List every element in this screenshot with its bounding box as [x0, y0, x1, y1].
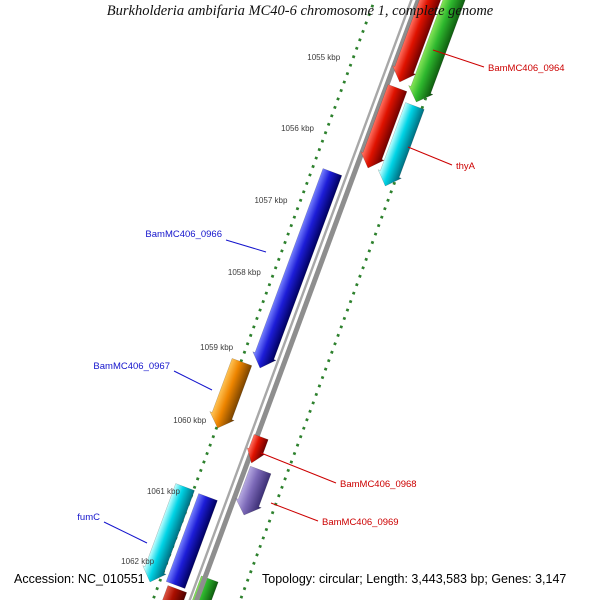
gene-label-BamMC406_0964[interactable]: BamMC406_0964 — [488, 63, 565, 74]
ruler-tick-label: 1059 kbp — [200, 343, 233, 352]
gene-leader-BamMC406_0967 — [173, 370, 213, 391]
gene-label-BamMC406_0966[interactable]: BamMC406_0966 — [145, 229, 222, 240]
genome-backbone — [188, 0, 413, 600]
genome-backbone — [193, 0, 421, 600]
gene-leader-BamMC406_0966 — [225, 239, 267, 253]
ruler-tick-label: 1056 kbp — [281, 124, 314, 133]
ruler-tick-label: 1062 kbp — [121, 557, 154, 566]
gene-arrow-BamMC406_0969[interactable] — [235, 465, 272, 516]
ruler-tick-label: 1061 kbp — [147, 487, 180, 496]
gene-leader-fumC — [103, 521, 148, 544]
gene-label-thyA[interactable]: thyA — [456, 161, 476, 172]
gene-arrow-cds-c[interactable] — [165, 493, 218, 589]
gene-label-BamMC406_0969[interactable]: BamMC406_0969 — [322, 517, 399, 528]
gene-label-BamMC406_0968[interactable]: BamMC406_0968 — [340, 479, 417, 490]
ruler-tick-label: 1058 kbp — [228, 268, 261, 277]
accession-text: Accession: NC_010551 — [14, 572, 145, 586]
gene-leader-BamMC406_0968 — [260, 452, 337, 484]
topology-text: Topology: circular; Length: 3,443,583 bp… — [262, 572, 567, 586]
gene-leader-BamMC406_0964 — [432, 49, 485, 68]
gene-arrow-BamMC406_0966[interactable] — [252, 168, 343, 369]
gene-arrow-BamMC406_0967[interactable] — [209, 358, 253, 429]
gene-leader-BamMC406_0969 — [270, 502, 319, 522]
gene-leader-thyA — [407, 146, 453, 166]
ruler-tick-label: 1057 kbp — [254, 196, 287, 205]
gene-arrow-cds-b[interactable] — [360, 84, 408, 169]
gene-arrow-fumC[interactable] — [142, 483, 195, 583]
gene-arrow-thyA[interactable] — [377, 102, 425, 187]
gene-label-fumC[interactable]: fumC — [77, 512, 100, 523]
gene-arrow-cds-d[interactable] — [159, 585, 188, 600]
gene-arrow-cds-a[interactable] — [392, 0, 444, 83]
ruler-tick-label: 1055 kbp — [307, 53, 340, 62]
gene-label-BamMC406_0967[interactable]: BamMC406_0967 — [93, 361, 170, 372]
ruler-tick-label: 1060 kbp — [173, 416, 206, 425]
map-title: Burkholderia ambifaria MC40-6 chromosome… — [106, 3, 494, 19]
